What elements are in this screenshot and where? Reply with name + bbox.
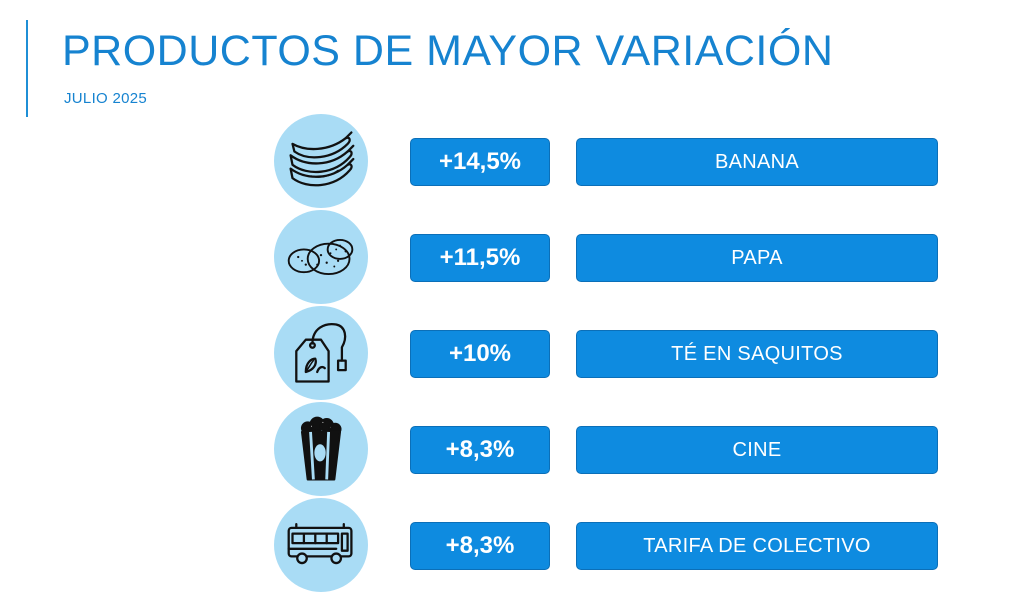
bus-icon — [274, 498, 368, 592]
change-badge: +11,5% — [410, 234, 550, 282]
product-name-label: TÉ EN SAQUITOS — [576, 330, 938, 378]
popcorn-icon — [274, 402, 368, 496]
change-badge: +8,3% — [410, 426, 550, 474]
product-name-label: CINE — [576, 426, 938, 474]
page-subtitle: JULIO 2025 — [64, 90, 148, 107]
banana-icon — [274, 114, 368, 208]
product-name-label: TARIFA DE COLECTIVO — [576, 522, 938, 570]
product-row-te: +10% TÉ EN SAQUITOS — [0, 305, 1015, 401]
change-badge: +14,5% — [410, 138, 550, 186]
change-badge: +8,3% — [410, 522, 550, 570]
product-row-cine: +8,3% CINE — [0, 401, 1015, 497]
change-badge: +10% — [410, 330, 550, 378]
page-title: PRODUCTOS DE MAYOR VARIACIÓN — [62, 27, 834, 75]
product-row-banana: +14,5% BANANA — [0, 113, 1015, 209]
product-row-colectivo: +8,3% TARIFA DE COLECTIVO — [0, 497, 1015, 593]
product-row-papa: +11,5% PAPA — [0, 209, 1015, 305]
tea-bag-icon — [274, 306, 368, 400]
potato-icon — [274, 210, 368, 304]
product-name-label: BANANA — [576, 138, 938, 186]
accent-bar — [26, 20, 28, 117]
product-name-label: PAPA — [576, 234, 938, 282]
